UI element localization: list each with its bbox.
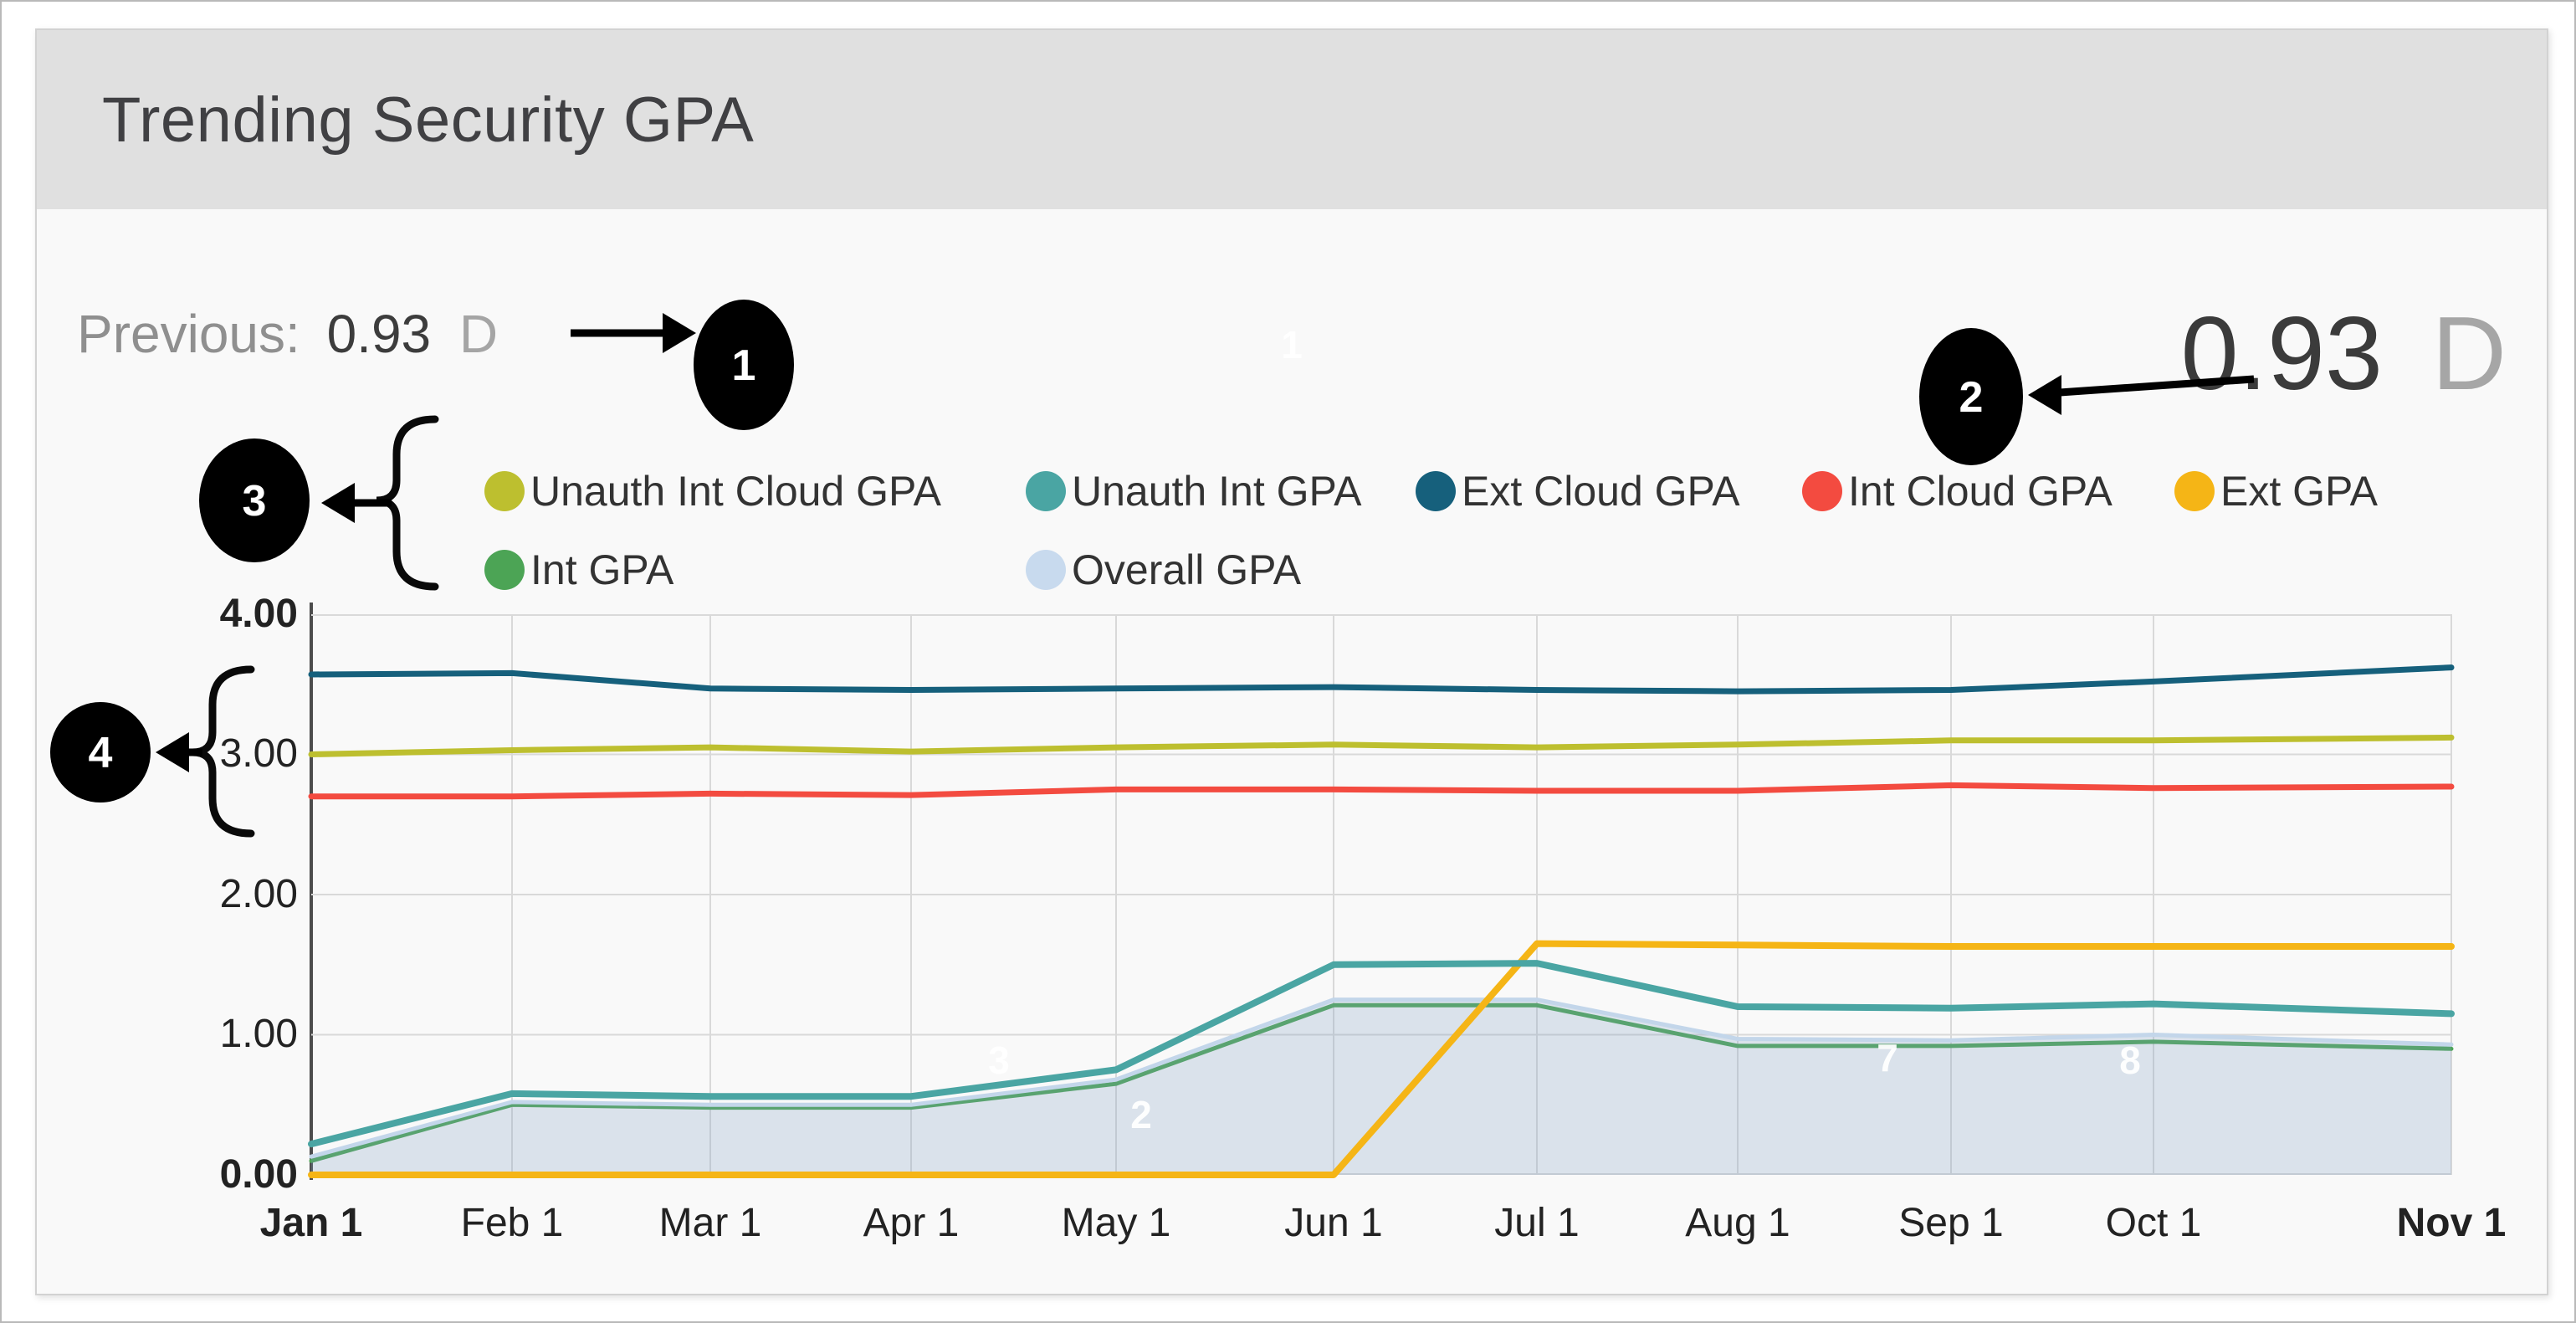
legend-item-int-gpa[interactable]: Int GPA [484, 546, 673, 594]
callout-3: 3 [199, 415, 439, 591]
legend-swatch-icon [1026, 471, 1066, 511]
callout-number: 2 [1959, 373, 1984, 422]
legend-swatch-icon [1802, 471, 1842, 511]
step-marker-3: 3 [988, 1038, 1010, 1082]
series-line-ext-gpa [308, 940, 2455, 1178]
previous-grade-label: D [458, 304, 499, 364]
y-tick-label: 0.00 [219, 1152, 298, 1197]
x-tick-label: May 1 [1061, 1201, 1171, 1245]
series-line-int-gpa [309, 1003, 2454, 1163]
y-tick-label: 1.00 [219, 1012, 298, 1056]
series-line-ext-cloud-gpa [308, 664, 2455, 695]
y-tick-label: 4.00 [219, 592, 298, 636]
current-value: 0.93 [2180, 296, 2383, 412]
legend-label: Unauth Int GPA [1072, 468, 1362, 515]
legend-swatch-icon [1416, 471, 1456, 511]
callout-arrowhead-icon [321, 483, 355, 523]
callout-circle [694, 300, 794, 430]
callout-arrowhead-icon [663, 313, 696, 353]
widget-header: Trending Security GPA [37, 30, 2547, 209]
legend-item-ext-cloud-gpa[interactable]: Ext Cloud GPA [1416, 467, 1740, 515]
legend-item-ext-gpa[interactable]: Ext GPA [2174, 467, 2378, 515]
legend-swatch-icon [484, 550, 525, 590]
series-line-unauth-int-cloud-gpa [308, 734, 2455, 757]
callout-1: 1 [571, 300, 794, 430]
legend-item-int-cloud-gpa[interactable]: Int Cloud GPA [1802, 467, 2113, 515]
legend-swatch-icon [2174, 471, 2215, 511]
x-tick-label: Jan 1 [259, 1201, 363, 1245]
legend-label: Ext GPA [2220, 468, 2379, 515]
legend-label: Overall GPA [1072, 546, 1302, 593]
callout-number: 3 [243, 477, 267, 526]
callout-number: 1 [732, 341, 756, 390]
x-tick-label: Aug 1 [1685, 1201, 1790, 1245]
step-marker-2: 2 [1130, 1093, 1152, 1136]
callout-circle [1919, 328, 2023, 465]
x-tick-label: Jun 1 [1284, 1201, 1383, 1245]
y-tick-label: 3.00 [219, 731, 298, 776]
x-tick-label: Oct 1 [2105, 1201, 2202, 1245]
y-tick-label: 2.00 [219, 872, 298, 916]
callout-brace [376, 415, 439, 591]
y-axis-line [310, 603, 313, 1180]
legend-item-overall-gpa[interactable]: Overall GPA [1026, 546, 1301, 594]
legend-swatch-icon [1026, 550, 1066, 590]
callout-arrowhead-icon [2028, 375, 2061, 415]
plot-area [308, 614, 2455, 1178]
x-tick-label: Sep 1 [1898, 1201, 2004, 1245]
series-area-overall-gpa [311, 999, 2451, 1175]
page-title: Trending Security GPA [102, 84, 755, 156]
previous-summary: Previous: 0.93 D [77, 303, 498, 365]
current-summary: 0.93 D [2181, 295, 2507, 413]
legend-label: Ext Cloud GPA [1462, 468, 1740, 515]
x-tick-label: Jul 1 [1494, 1201, 1580, 1245]
previous-label: Previous: [77, 304, 300, 364]
x-tick-label: Nov 1 [2396, 1201, 2507, 1245]
step-marker-1: 1 [1281, 323, 1303, 367]
legend-item-unauth-int-gpa[interactable]: Unauth Int GPA [1026, 467, 1361, 515]
x-tick-label: Apr 1 [863, 1201, 960, 1245]
series-line-unauth-int-gpa [308, 960, 2455, 1148]
x-tick-label: Feb 1 [460, 1201, 564, 1245]
legend-label: Unauth Int Cloud GPA [530, 468, 942, 515]
previous-value: 0.93 [326, 304, 432, 364]
current-grade-label: D [2431, 296, 2507, 412]
legend-label: Int GPA [530, 546, 674, 593]
legend-label: Int Cloud GPA [1848, 468, 2113, 515]
series-line-overall-gpa [309, 997, 2454, 1159]
x-tick-label: Mar 1 [658, 1201, 762, 1245]
step-marker-8: 8 [2119, 1038, 2141, 1082]
legend-item-unauth-int-cloud-gpa[interactable]: Unauth Int Cloud GPA [484, 467, 941, 515]
callout-circle [199, 438, 310, 562]
legend-swatch-icon [484, 471, 525, 511]
trending-security-gpa-widget: Trending Security GPA Previous: 0.93 D 0… [35, 28, 2548, 1295]
step-marker-7: 7 [1877, 1036, 1898, 1079]
series-line-int-cloud-gpa [308, 782, 2455, 800]
